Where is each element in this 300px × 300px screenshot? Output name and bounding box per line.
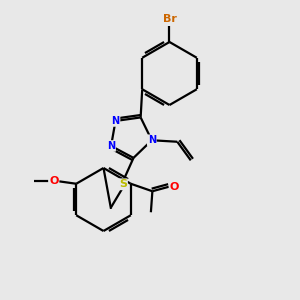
Text: O: O <box>169 182 179 192</box>
Text: N: N <box>107 141 115 151</box>
Text: S: S <box>119 179 127 189</box>
Text: N: N <box>148 135 156 145</box>
Text: O: O <box>49 176 58 186</box>
Text: N: N <box>111 116 120 126</box>
Text: Br: Br <box>163 14 176 25</box>
